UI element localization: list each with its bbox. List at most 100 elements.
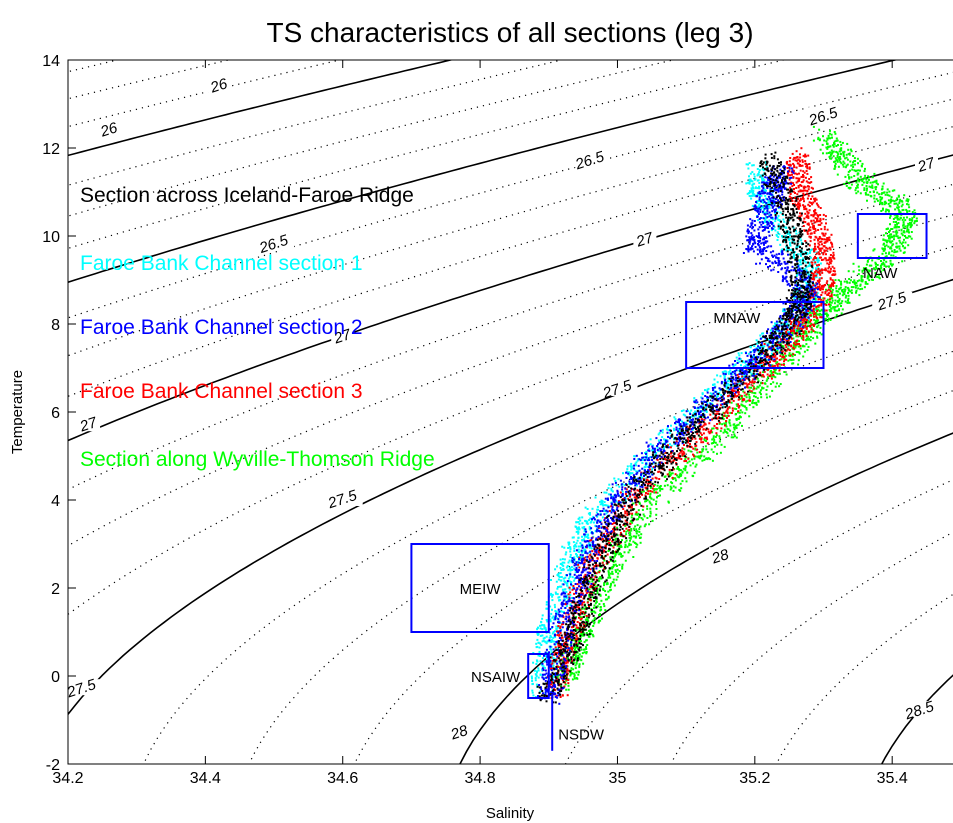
data-point — [691, 415, 694, 418]
data-point — [631, 521, 634, 524]
data-point — [694, 437, 697, 440]
data-point — [876, 199, 879, 202]
data-point — [816, 331, 819, 334]
data-point — [552, 615, 555, 618]
data-point — [769, 202, 772, 205]
data-point — [744, 361, 747, 364]
data-point — [652, 498, 655, 501]
data-point — [822, 135, 824, 138]
data-point — [573, 648, 576, 651]
data-point — [820, 240, 823, 243]
data-point — [599, 606, 602, 608]
data-point — [798, 343, 800, 345]
data-point — [617, 478, 620, 481]
data-point — [829, 284, 832, 287]
data-point — [651, 487, 654, 490]
data-point — [848, 177, 851, 180]
data-point — [874, 274, 877, 277]
data-point — [785, 249, 788, 252]
data-point — [844, 296, 847, 299]
data-point — [753, 377, 756, 380]
data-point — [822, 152, 824, 155]
data-point — [821, 316, 824, 319]
data-point — [677, 456, 680, 459]
data-point — [747, 352, 750, 355]
data-point — [605, 593, 607, 596]
data-point — [818, 310, 821, 313]
data-point — [586, 644, 589, 646]
data-point — [829, 277, 832, 280]
data-point — [635, 461, 638, 464]
data-point — [775, 338, 778, 341]
data-point — [762, 332, 765, 335]
data-point — [613, 530, 615, 533]
data-point — [665, 458, 668, 461]
data-point — [807, 181, 810, 184]
data-point — [711, 427, 714, 430]
data-point — [847, 299, 849, 302]
data-point — [906, 210, 909, 213]
data-point — [807, 194, 810, 197]
data-point — [778, 385, 781, 388]
data-point — [779, 338, 782, 341]
data-point — [566, 594, 569, 597]
data-point — [676, 431, 679, 434]
data-point — [879, 202, 882, 205]
data-point — [708, 422, 711, 425]
data-point — [619, 491, 622, 494]
data-point — [804, 212, 807, 215]
data-point — [551, 659, 554, 662]
data-point — [577, 521, 580, 524]
data-point — [741, 377, 743, 380]
data-point — [606, 532, 608, 535]
data-point — [833, 282, 836, 284]
data-point — [875, 263, 877, 265]
data-point — [581, 539, 584, 542]
data-point — [886, 209, 889, 211]
data-point — [568, 659, 571, 662]
data-point — [789, 186, 792, 189]
data-point — [783, 338, 786, 341]
data-point — [803, 280, 806, 283]
data-point — [874, 188, 877, 191]
data-point — [607, 590, 610, 593]
data-point — [751, 164, 754, 167]
data-point — [583, 613, 586, 616]
data-point — [549, 618, 552, 621]
data-point — [901, 218, 904, 221]
data-point — [666, 426, 669, 429]
data-point — [633, 541, 636, 544]
data-point — [552, 640, 555, 643]
data-point — [803, 187, 806, 190]
data-point — [612, 565, 615, 568]
data-point — [807, 203, 810, 206]
data-point — [572, 655, 575, 658]
data-point — [844, 286, 847, 289]
data-point — [725, 409, 728, 412]
data-point — [828, 132, 831, 135]
data-point — [848, 153, 851, 156]
data-point — [907, 244, 910, 247]
data-point — [589, 630, 591, 633]
data-point — [668, 468, 671, 471]
data-point — [816, 309, 819, 312]
data-point — [786, 167, 789, 169]
data-point — [541, 614, 544, 617]
data-point — [556, 593, 559, 596]
data-point — [725, 371, 728, 374]
data-point — [608, 531, 611, 534]
data-point — [800, 175, 803, 178]
data-point — [587, 623, 590, 626]
data-point — [587, 588, 590, 591]
data-point — [891, 250, 894, 253]
data-point — [811, 298, 814, 301]
data-point — [915, 220, 918, 222]
data-point — [853, 282, 856, 285]
data-point — [711, 418, 713, 421]
data-point — [778, 369, 781, 372]
data-point — [818, 237, 820, 240]
data-point — [841, 294, 844, 297]
data-point — [795, 181, 798, 184]
data-point — [801, 251, 804, 254]
data-point — [897, 194, 900, 197]
